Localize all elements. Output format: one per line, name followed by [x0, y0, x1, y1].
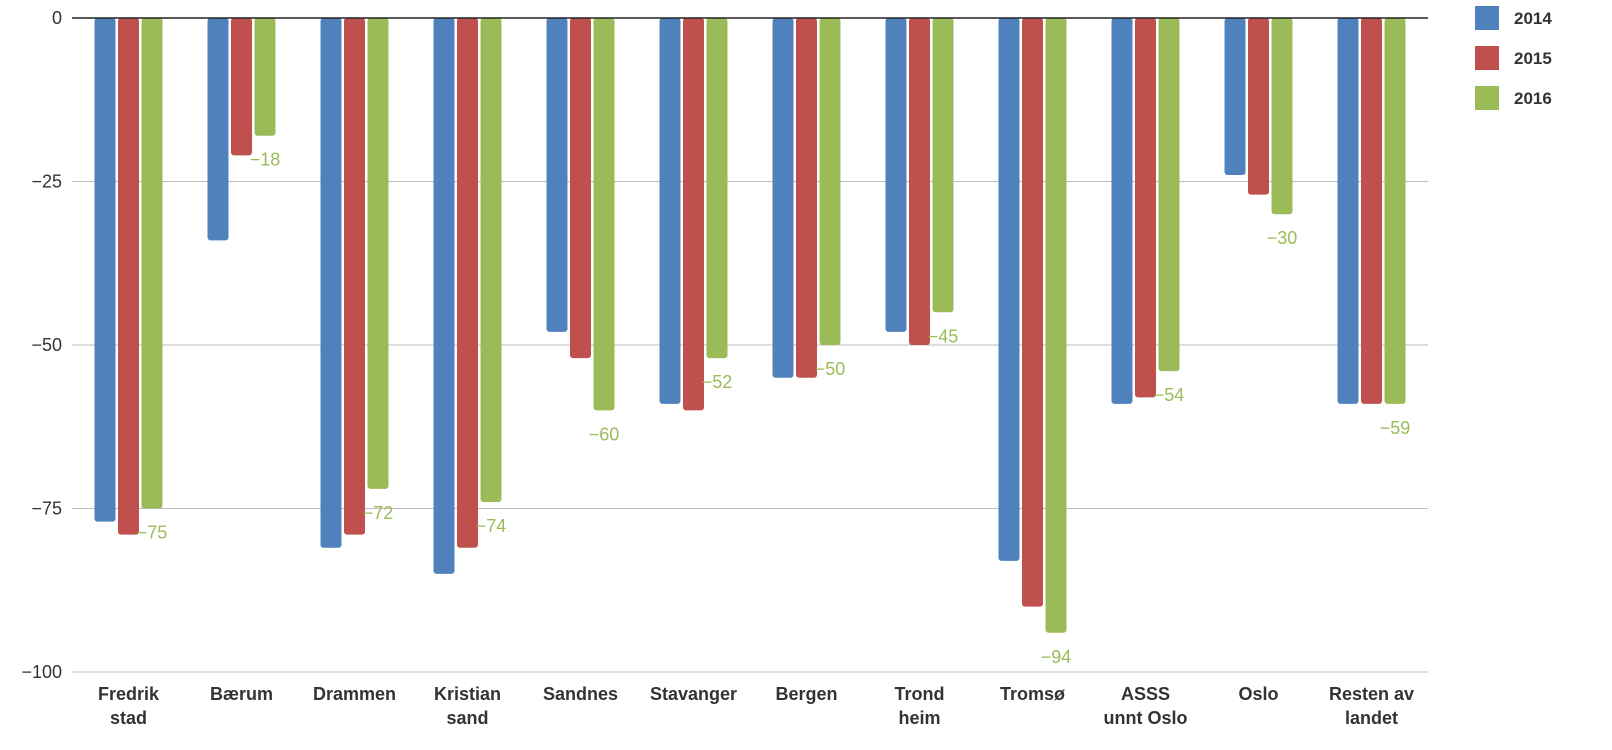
category-label-line: landet [1345, 708, 1398, 728]
data-label-bærum: −18 [250, 150, 281, 170]
data-label-stavanger: −52 [702, 372, 733, 392]
category-label-line: Fredrik [98, 684, 160, 704]
category-label-bergen: Bergen [775, 684, 837, 704]
bar-2015-asss-unnt-oslo [1135, 18, 1156, 398]
bar-2014-kristian-sand [433, 18, 455, 574]
category-label-sandnes: Sandnes [543, 684, 618, 704]
y-tick-label: −75 [31, 499, 62, 519]
data-label-kristian-sand: −74 [476, 516, 507, 536]
bar-2015-resten-av-landet [1361, 18, 1382, 404]
bar-2014-bærum [207, 18, 229, 241]
bar-2015-bergen [796, 18, 817, 378]
category-label-tromsø: Tromsø [1000, 684, 1065, 704]
bar-2016-sandnes [593, 18, 615, 411]
category-label-kristian-sand: Kristian sand [434, 684, 501, 728]
bar-2016-bærum [254, 18, 276, 136]
y-tick-label: 0 [52, 8, 62, 28]
category-label-line: Bærum [210, 684, 273, 704]
y-tick-label: −50 [31, 335, 62, 355]
x-axis-categories: Fredrik stad Bærum Drammen Kristian sand Sandn… [98, 684, 1414, 728]
bar-2015-sandnes [570, 18, 591, 359]
bar-2015-stavanger [683, 18, 704, 411]
data-label-drammen: −72 [363, 503, 394, 523]
category-label-line: Sandnes [543, 684, 618, 704]
bar-2015-bærum [231, 18, 252, 156]
bar-2014-stavanger [659, 18, 681, 404]
bars [94, 18, 1406, 633]
category-label-line: Trond [895, 684, 945, 704]
y-tick-label: −25 [31, 172, 62, 192]
bar-2016-drammen [367, 18, 389, 489]
bar-2016-trond-heim [932, 18, 954, 313]
legend-swatch-2014 [1475, 6, 1499, 30]
bar-2014-sandnes [546, 18, 568, 332]
category-label-line: ASSS [1121, 684, 1170, 704]
category-label-line: sand [446, 708, 488, 728]
bar-2016-stavanger [706, 18, 728, 359]
data-label-resten-av-landet: −59 [1380, 418, 1411, 438]
category-label-oslo: Oslo [1238, 684, 1278, 704]
gridlines [72, 181, 1428, 673]
bar-2014-bergen [772, 18, 794, 378]
category-label-drammen: Drammen [313, 684, 396, 704]
y-tick-label: −100 [21, 662, 62, 682]
y-axis-ticks: 0 −25 −50 −75 −100 [21, 8, 62, 682]
category-label-trond-heim: Trond heim [895, 684, 945, 728]
category-label-line: Tromsø [1000, 684, 1065, 704]
bar-2016-oslo [1271, 18, 1293, 215]
bar-2015-trond-heim [909, 18, 930, 345]
legend-label-2016: 2016 [1514, 89, 1552, 108]
bar-2015-kristian-sand [457, 18, 478, 548]
category-label-line: Oslo [1238, 684, 1278, 704]
data-label-tromsø: −94 [1041, 647, 1072, 667]
legend-label-2014: 2014 [1514, 9, 1552, 28]
data-label-fredrik-stad: −75 [137, 523, 168, 543]
bar-2016-fredrik-stad [141, 18, 163, 509]
category-label-resten-av-landet: Resten av landet [1329, 684, 1414, 728]
category-label-stavanger: Stavanger [650, 684, 737, 704]
legend-label-2015: 2015 [1514, 49, 1552, 68]
bar-2014-resten-av-landet [1337, 18, 1359, 404]
bar-2016-kristian-sand [480, 18, 502, 502]
bar-2014-asss-unnt-oslo [1111, 18, 1133, 404]
bar-2015-tromsø [1022, 18, 1043, 607]
category-label-bærum: Bærum [210, 684, 273, 704]
category-label-line: stad [110, 708, 147, 728]
category-label-line: Drammen [313, 684, 396, 704]
data-label-trond-heim: −45 [928, 326, 959, 346]
legend-swatch-2016 [1475, 86, 1499, 110]
data-label-bergen: −50 [815, 359, 846, 379]
category-label-line: heim [898, 708, 940, 728]
category-label-fredrik-stad: Fredrik stad [98, 684, 160, 728]
bar-2016-bergen [819, 18, 841, 345]
legend-swatch-2015 [1475, 46, 1499, 70]
bar-2014-trond-heim [885, 18, 907, 332]
bar-2014-fredrik-stad [94, 18, 116, 522]
bar-2014-drammen [320, 18, 342, 548]
category-label-line: Bergen [775, 684, 837, 704]
bar-2014-oslo [1224, 18, 1246, 175]
category-label-line: Resten av [1329, 684, 1414, 704]
bar-2015-oslo [1248, 18, 1269, 195]
bar-2016-asss-unnt-oslo [1158, 18, 1180, 372]
bar-2015-drammen [344, 18, 365, 535]
bar-2016-resten-av-landet [1384, 18, 1406, 404]
bar-2016-tromsø [1045, 18, 1067, 633]
legend: 2014 2015 2016 [1475, 6, 1552, 110]
category-label-asss-unnt-oslo: ASSS unnt Oslo [1104, 684, 1188, 728]
category-label-line: Kristian [434, 684, 501, 704]
data-labels: −75 −18 −72 −74 −60 −52 −50 −45 −94 −54 −30 −59 [137, 150, 1411, 667]
category-label-line: Stavanger [650, 684, 737, 704]
bar-2015-fredrik-stad [118, 18, 139, 535]
data-label-asss-unnt-oslo: −54 [1154, 385, 1185, 405]
data-label-sandnes: −60 [589, 424, 620, 444]
category-label-line: unnt Oslo [1104, 708, 1188, 728]
bar-2014-tromsø [998, 18, 1020, 561]
data-label-oslo: −30 [1267, 228, 1298, 248]
